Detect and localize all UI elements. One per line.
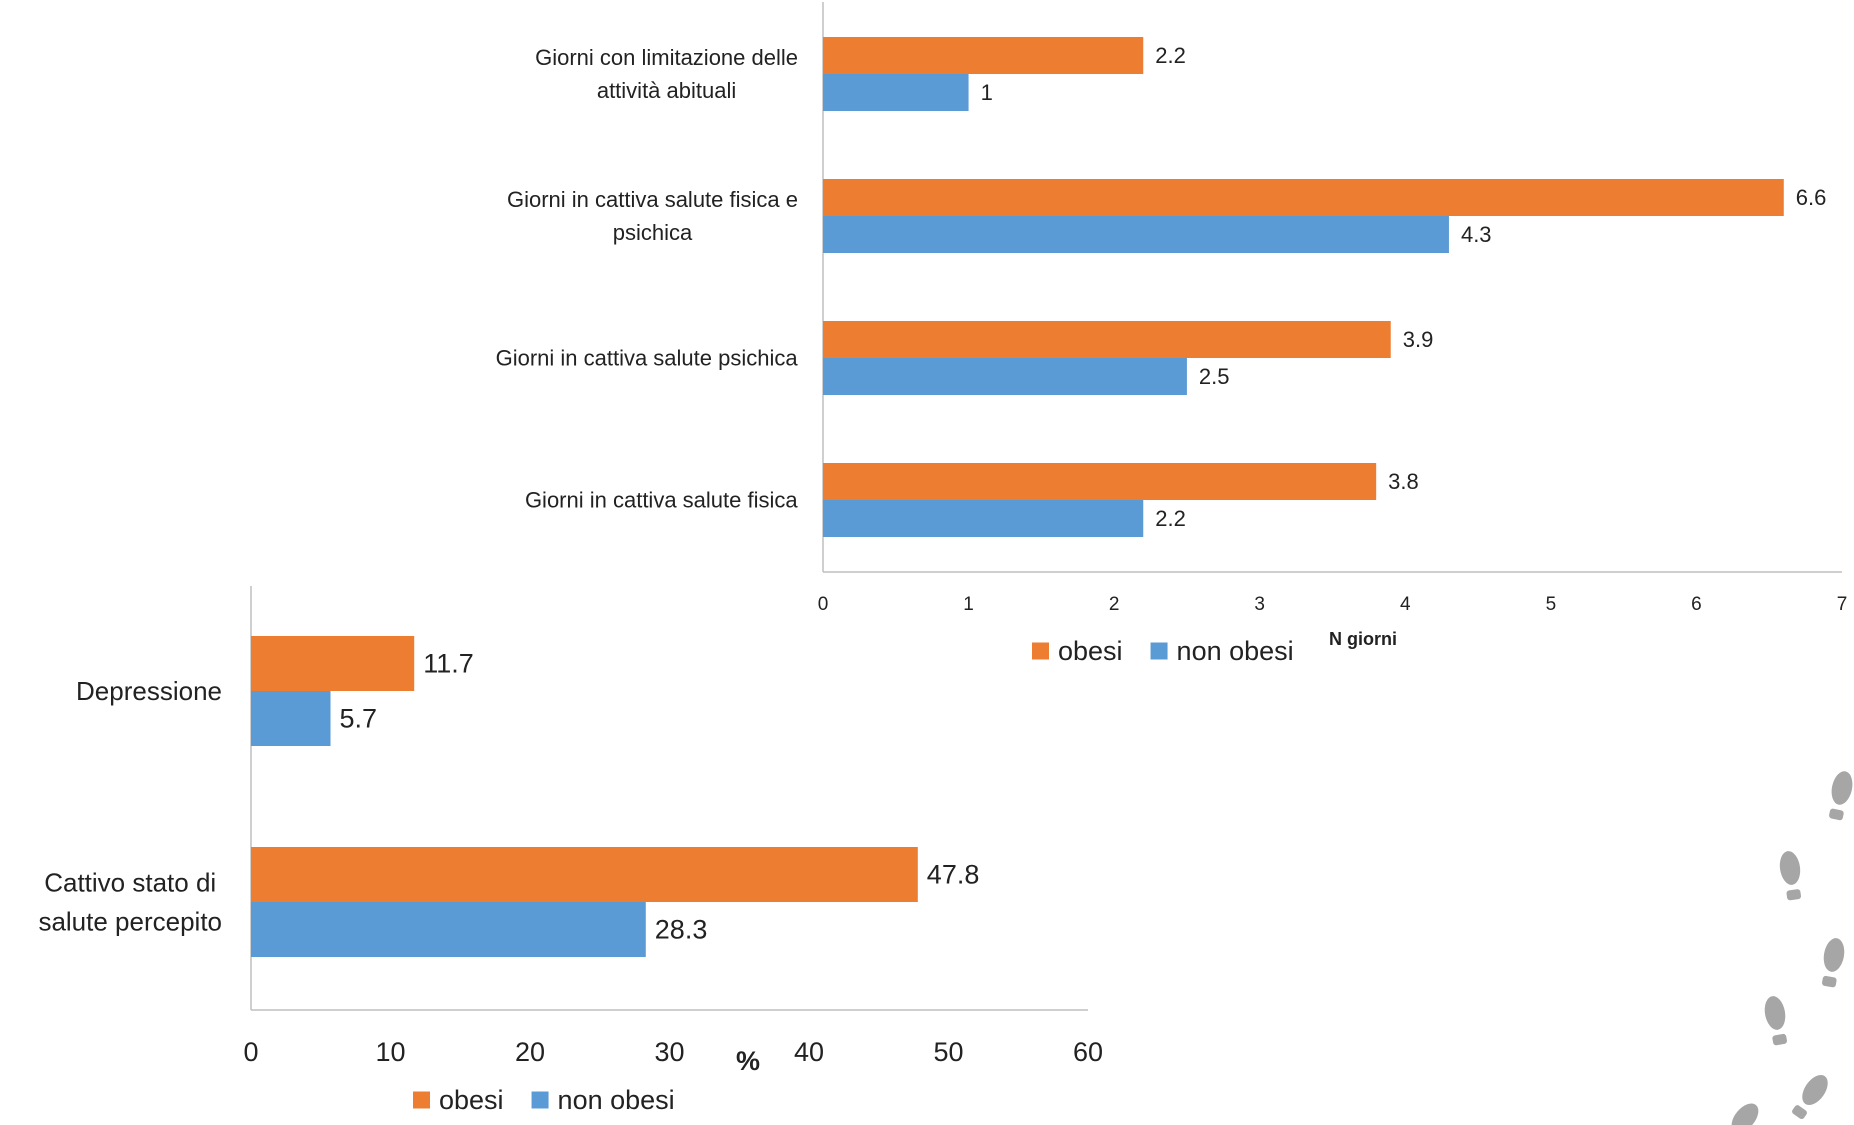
data-label: 4.3 [1461, 222, 1492, 247]
legend-label: non obesi [558, 1085, 675, 1115]
legend-swatch [1032, 642, 1049, 660]
x-tick-label: 3 [1254, 594, 1265, 615]
category-label: Cattivo stato di salute percepito [38, 868, 222, 937]
bar-non-obesi [823, 358, 1187, 395]
footprint-icon [1764, 996, 1787, 1046]
x-tick-label: 50 [933, 1037, 963, 1067]
data-label: 28.3 [655, 915, 708, 945]
x-tick-label: 0 [818, 594, 829, 615]
chart-days: 0 1 2 3 4 5 6 7 N giorni 2.2 1 Giorni con limitazio… [496, 2, 1848, 666]
bar-obesi [823, 321, 1391, 358]
data-label: 5.7 [340, 704, 378, 734]
footprint-icon [1822, 938, 1845, 988]
x-tick-label: 60 [1073, 1037, 1103, 1067]
category-label: Giorni in cattiva salute fisica e psichic… [507, 187, 798, 245]
bar-non-obesi [823, 500, 1144, 537]
category-label: Giorni in cattiva salute fisica [525, 488, 798, 513]
x-tick-label: 7 [1837, 594, 1848, 615]
x-tick-label: 1 [963, 594, 974, 615]
legend-label: obesi [439, 1085, 504, 1115]
data-label: 2.2 [1155, 506, 1186, 531]
data-label: 6.6 [1796, 185, 1827, 210]
x-tick-label: 20 [515, 1037, 545, 1067]
bar-non-obesi [823, 74, 969, 111]
data-label: 2.2 [1155, 43, 1186, 68]
footprint-icon [1829, 771, 1853, 821]
bar-obesi [251, 847, 918, 902]
bar-obesi [823, 179, 1784, 216]
footprint-icon [1731, 1103, 1759, 1125]
bar-obesi [823, 463, 1377, 500]
category-label: Giorni con limitazione delle attività abi… [535, 45, 798, 103]
data-label: 47.8 [927, 860, 980, 890]
footprint-icon [1792, 1074, 1828, 1120]
data-label: 1 [981, 80, 993, 105]
data-label: 11.7 [423, 649, 474, 679]
x-tick-label: 2 [1109, 594, 1120, 615]
legend-label: non obesi [1177, 636, 1294, 666]
bar-non-obesi [251, 691, 331, 746]
data-label: 3.8 [1388, 469, 1419, 494]
category-label: Depressione [76, 676, 222, 706]
x-tick-label: 10 [375, 1037, 405, 1067]
bar-non-obesi [251, 902, 646, 957]
x-axis-title: % [736, 1046, 760, 1076]
legend-swatch [1150, 642, 1168, 660]
category-label: Giorni in cattiva salute psichica [496, 346, 799, 371]
data-label: 2.5 [1199, 364, 1230, 389]
legend-label: obesi [1058, 636, 1123, 666]
chart-percent: 0 10 20 30 40 50 60%11.75.7Depressione47.828.3… [38, 586, 1103, 1115]
footprint-icon [1779, 851, 1801, 901]
x-tick-label: 30 [654, 1037, 684, 1067]
bar-obesi [251, 636, 415, 691]
footprints-decoration [1731, 771, 1853, 1125]
legend-swatch [413, 1091, 430, 1109]
bar-non-obesi [823, 216, 1449, 253]
x-tick-label: 4 [1400, 594, 1411, 615]
x-tick-label: 5 [1546, 594, 1557, 615]
data-label: 3.9 [1403, 327, 1434, 352]
x-tick-label: 40 [794, 1037, 824, 1067]
x-tick-label: 0 [243, 1037, 258, 1067]
x-axis-title: N giorni [1329, 629, 1397, 649]
x-tick-label: 6 [1691, 594, 1702, 615]
bar-obesi [823, 37, 1144, 74]
legend-swatch [531, 1091, 549, 1109]
